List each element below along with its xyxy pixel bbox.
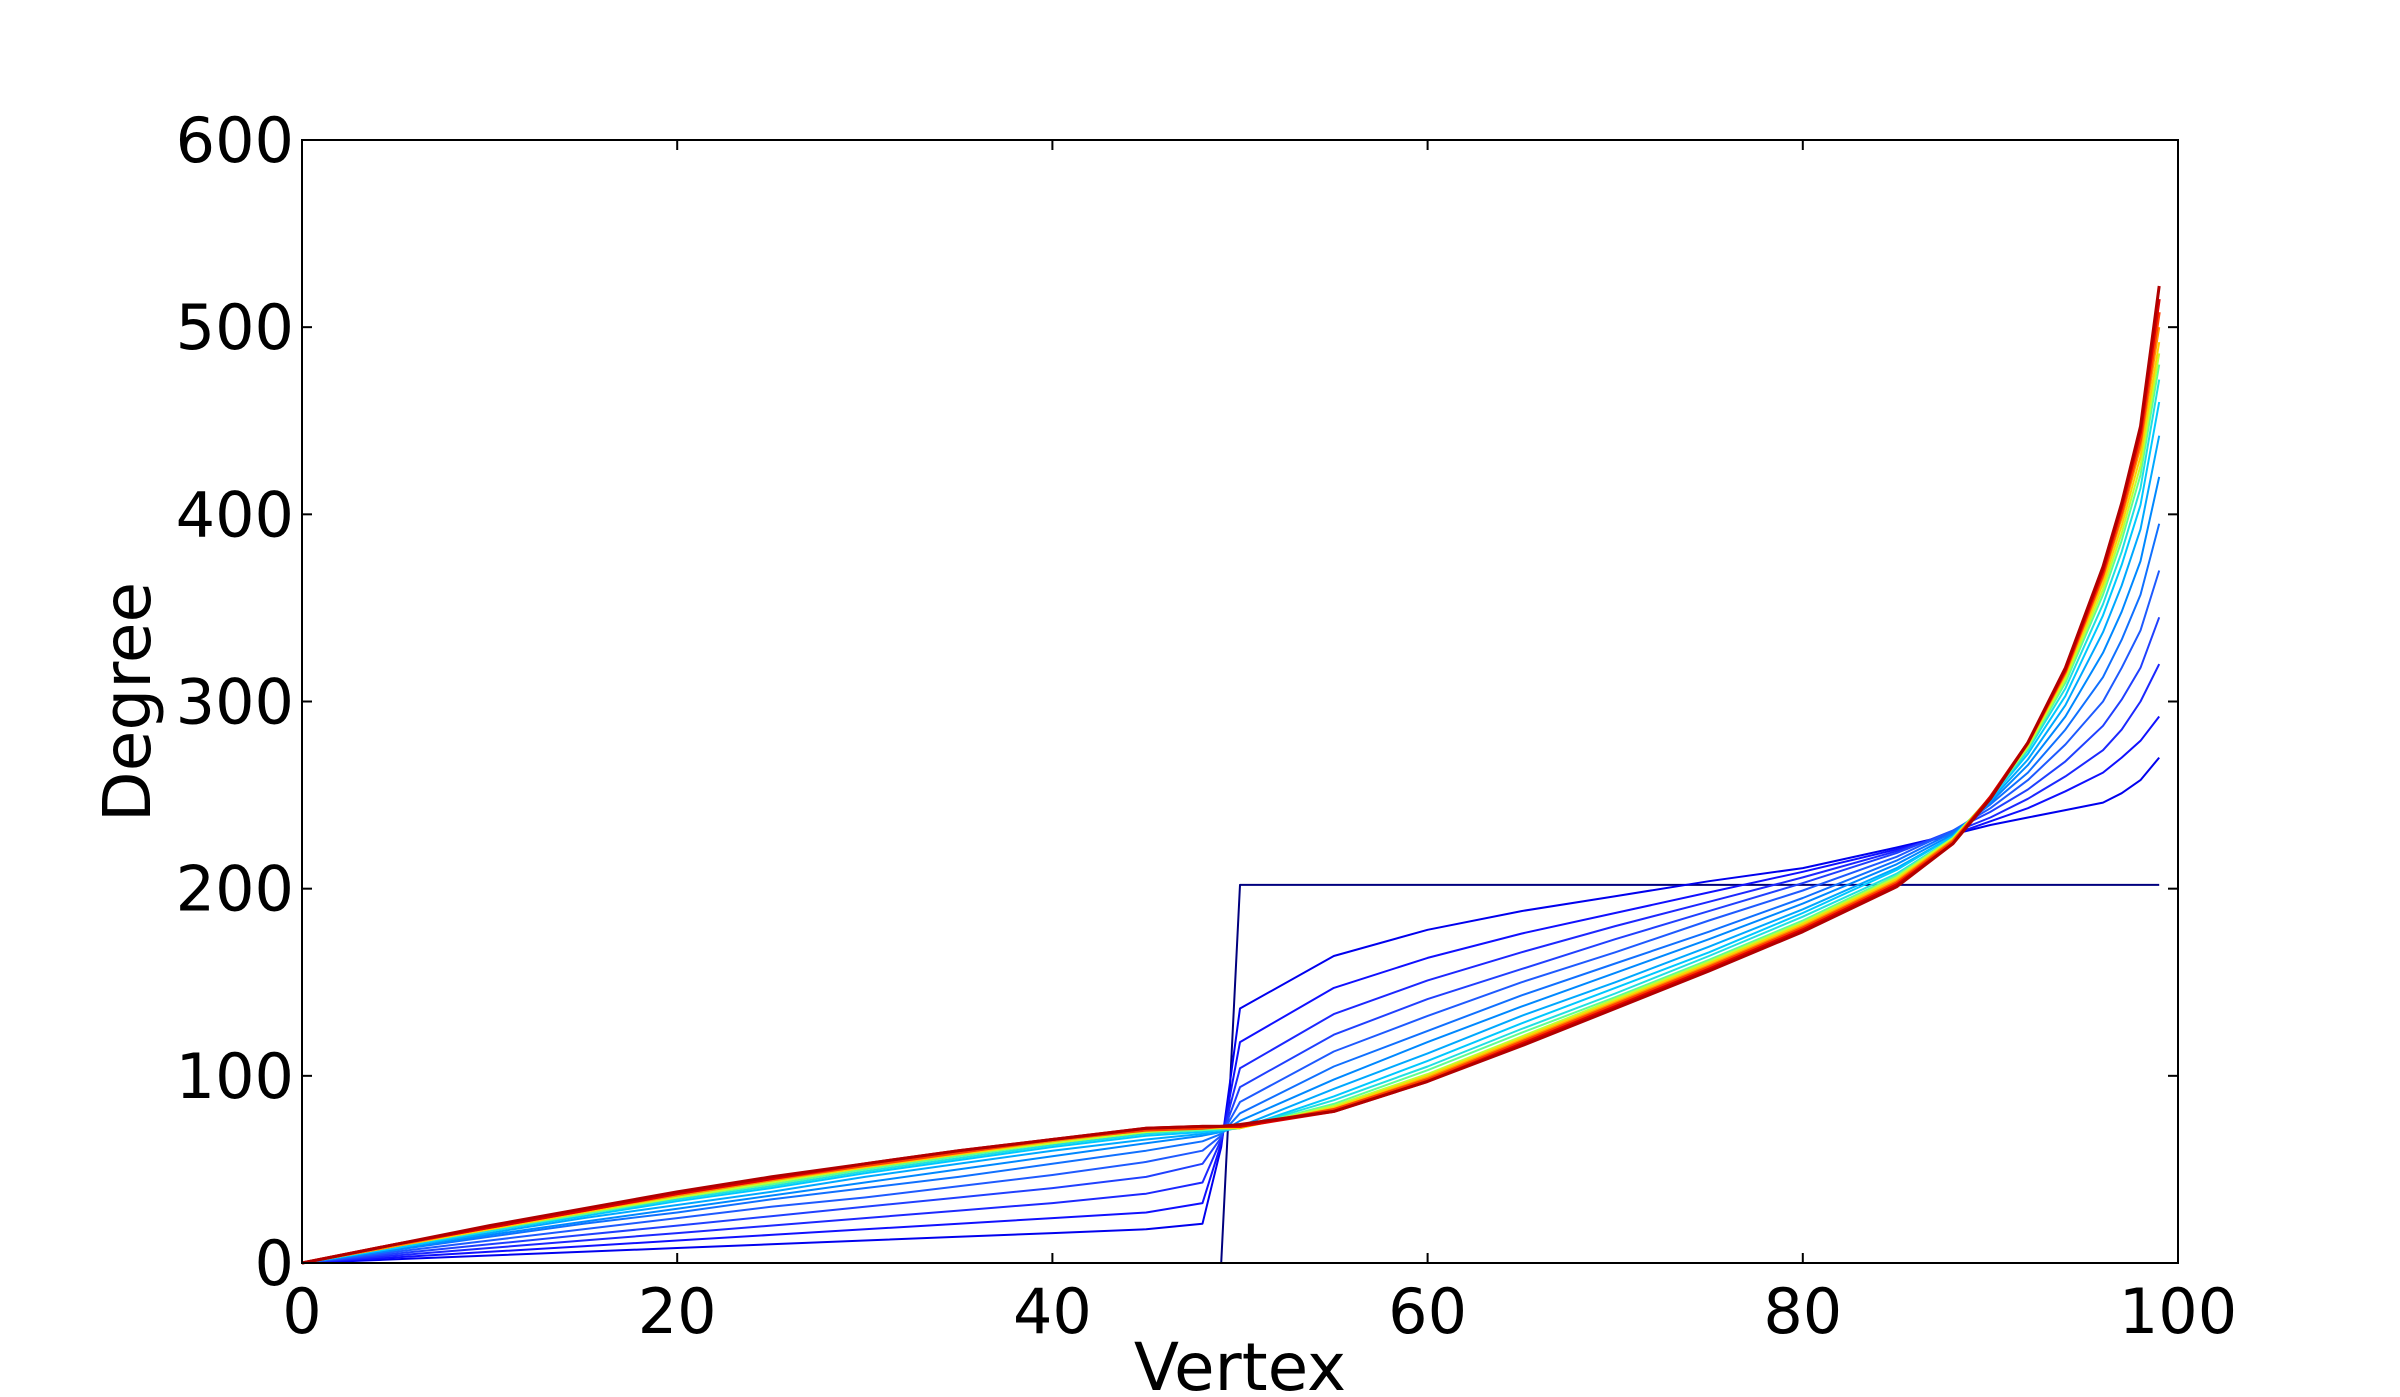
series-line-6	[301, 570, 2161, 1264]
y-tick-label: 400	[176, 478, 294, 551]
y-tick-label: 200	[176, 853, 294, 926]
x-tick-label: 20	[638, 1275, 717, 1348]
series-line-8	[301, 476, 2161, 1264]
y-tick-label: 500	[176, 291, 294, 364]
x-tick-label: 0	[282, 1275, 321, 1348]
series-line-2	[301, 756, 2160, 1264]
series-line-18	[301, 285, 2161, 1265]
series-layer	[301, 285, 2161, 1265]
series-line-5	[301, 616, 2161, 1264]
series-line-7	[301, 523, 2161, 1264]
tick-layer: 0 20 40 60 80 100 0 100 200 300 400 500 600	[176, 104, 2238, 1348]
x-tick-label: 60	[1388, 1275, 1467, 1348]
series-line-10	[301, 401, 2161, 1264]
x-axis-title: Vertex	[1134, 1329, 1346, 1392]
y-tick-label: 300	[176, 666, 294, 739]
series-line-9	[301, 435, 2161, 1264]
series-line-4	[301, 663, 2161, 1264]
y-axis-title: Degree	[89, 582, 166, 822]
y-tick-label: 100	[176, 1040, 294, 1113]
y-tick-label: 600	[176, 104, 294, 177]
y-tick-label: 0	[255, 1227, 294, 1300]
x-tick-label: 100	[2119, 1275, 2237, 1348]
x-tick-label: 80	[1763, 1275, 1842, 1348]
x-tick-label: 40	[1013, 1275, 1092, 1348]
series-line-3	[301, 715, 2160, 1264]
series-line-13	[301, 353, 2161, 1264]
series-line-11	[301, 379, 2161, 1264]
